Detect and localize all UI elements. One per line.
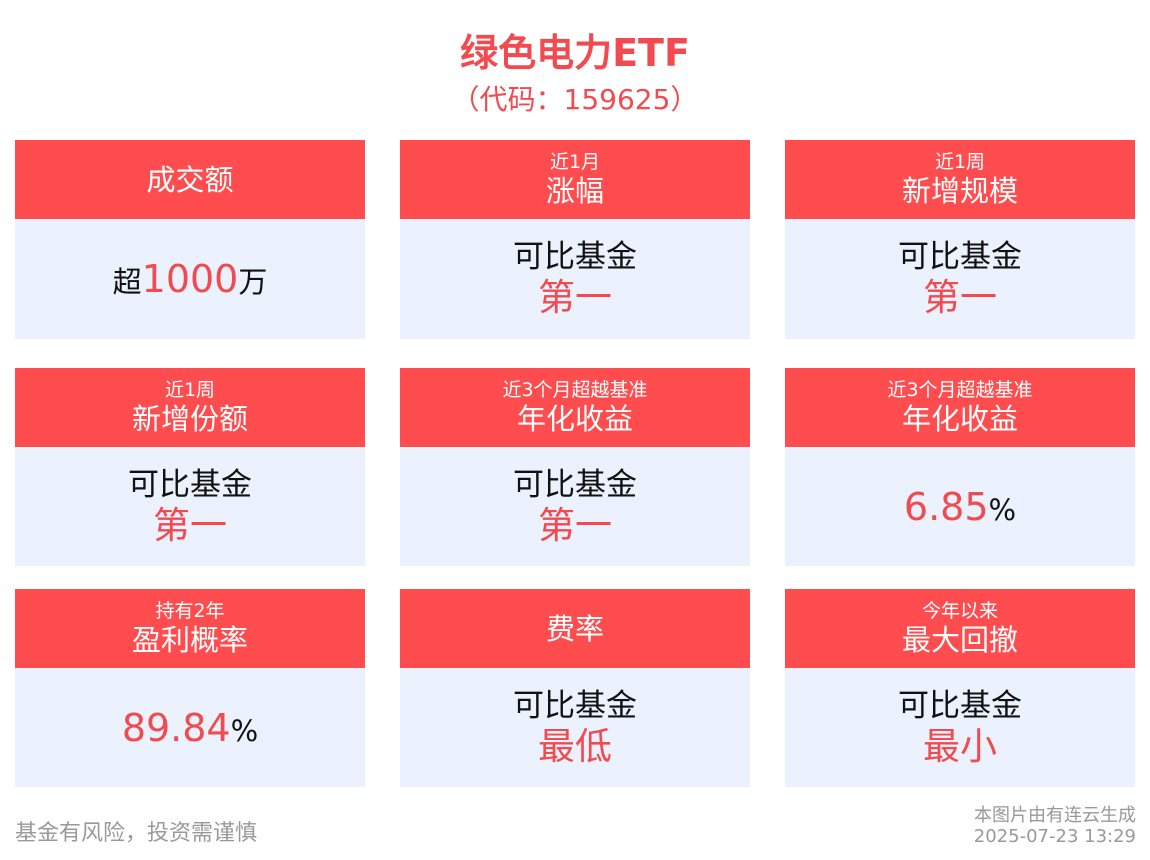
metric-card: 近1周 新增规模 可比基金 第一 [785, 140, 1135, 339]
card-subtitle: 近3个月超越基准 [887, 378, 1033, 401]
generator-info: 本图片由有连云生成 2025-07-23 13:29 [974, 805, 1136, 847]
card-label: 可比基金 [513, 466, 637, 503]
value-suffix: % [988, 492, 1017, 527]
metric-card: 成交额超1000万 [15, 140, 365, 339]
card-body: 89.84% [15, 668, 365, 787]
card-title: 新增规模 [901, 173, 1018, 208]
card-header: 今年以来 最大回撤 [785, 589, 1135, 668]
risk-disclaimer: 基金有风险，投资需谨慎 [15, 821, 258, 846]
card-subtitle: 近3个月超越基准 [502, 378, 648, 401]
card-label: 可比基金 [513, 239, 637, 275]
card-rank: 最低 [538, 724, 612, 768]
card-label: 可比基金 [128, 466, 252, 503]
card-body: 可比基金 第一 [400, 447, 750, 566]
card-subtitle: 近1月 [549, 150, 601, 173]
card-header: 近1周 新增份额 [15, 368, 365, 447]
card-body: 可比基金 最小 [785, 668, 1135, 787]
card-value: 1000 [141, 257, 239, 301]
timestamp: 2025-07-23 13:29 [973, 826, 1136, 847]
card-header: 成交额 [15, 140, 365, 219]
card-subtitle: 近1周 [164, 378, 216, 401]
card-title: 年化收益 [516, 401, 633, 436]
card-rank: 第一 [153, 503, 227, 547]
page-title: 绿色电力ETF [460, 31, 690, 75]
metric-card: 费率 可比基金 最低 [400, 589, 750, 787]
card-rank: 最小 [923, 724, 997, 768]
value-prefix: 超 [112, 265, 142, 299]
card-label: 可比基金 [513, 687, 637, 724]
card-body: 超1000万 [15, 219, 365, 339]
card-header: 持有2年 盈利概率 [15, 589, 365, 668]
card-header: 近3个月超越基准 年化收益 [785, 368, 1135, 447]
metric-card: 持有2年 盈利概率 89.84% [15, 589, 365, 787]
metric-card: 今年以来 最大回撤 可比基金 最小 [785, 589, 1135, 787]
card-title: 涨幅 [545, 173, 604, 208]
metric-card: 近1周 新增份额 可比基金 第一 [15, 368, 365, 566]
card-body: 可比基金 第一 [15, 447, 365, 566]
card-header: 近1月 涨幅 [400, 140, 750, 219]
card-title: 最大回撤 [901, 622, 1018, 657]
card-body: 可比基金 最低 [400, 668, 750, 787]
card-title: 盈利概率 [131, 622, 248, 657]
metric-card: 近3个月超越基准 年化收益 6.85% [785, 368, 1135, 566]
value-suffix: 万 [238, 265, 268, 299]
card-subtitle: 今年以来 [921, 599, 998, 622]
card-title: 成交额 [146, 162, 234, 197]
card-value: 89.84 [121, 705, 231, 750]
metric-card: 近3个月超越基准 年化收益 可比基金 第一 [400, 368, 750, 566]
card-title: 年化收益 [901, 401, 1018, 436]
card-subtitle: 近1周 [934, 150, 986, 173]
value-suffix: % [230, 713, 259, 748]
card-header: 近3个月超越基准 年化收益 [400, 368, 750, 447]
card-header: 费率 [400, 589, 750, 668]
fund-code: （代码：159625） [451, 83, 699, 116]
card-body: 6.85% [785, 447, 1135, 566]
generated-by: 本图片由有连云生成 [974, 805, 1136, 826]
card-title: 新增份额 [131, 401, 248, 436]
card-subtitle: 持有2年 [155, 599, 225, 622]
card-label: 可比基金 [898, 687, 1022, 724]
card-label: 可比基金 [898, 239, 1022, 275]
card-value: 6.85 [903, 484, 989, 529]
card-body: 可比基金 第一 [785, 219, 1135, 339]
card-title: 费率 [545, 611, 604, 646]
card-rank: 第一 [923, 276, 997, 319]
card-rank: 第一 [538, 276, 612, 319]
card-rank: 第一 [538, 503, 612, 547]
metric-card: 近1月 涨幅 可比基金 第一 [400, 140, 750, 339]
card-header: 近1周 新增规模 [785, 140, 1135, 219]
card-body: 可比基金 第一 [400, 219, 750, 339]
